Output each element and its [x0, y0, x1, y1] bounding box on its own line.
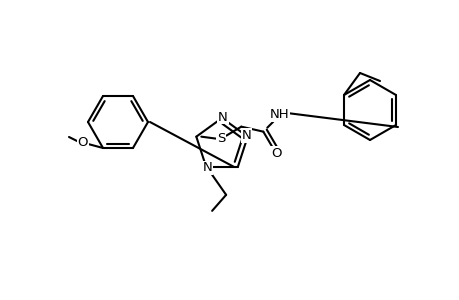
Text: S: S: [217, 132, 225, 145]
Text: O: O: [270, 147, 281, 160]
Text: N: N: [241, 129, 251, 142]
Text: N: N: [202, 161, 212, 174]
Text: N: N: [218, 110, 227, 124]
Text: O: O: [78, 136, 88, 149]
Text: NH: NH: [269, 108, 289, 121]
